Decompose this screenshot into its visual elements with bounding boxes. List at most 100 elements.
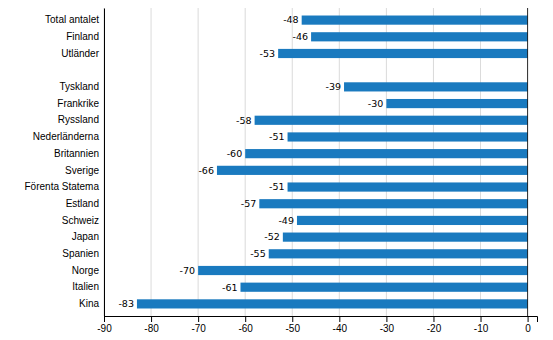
y-tick: Estland (66, 198, 99, 209)
x-tick-label: -80 (144, 323, 159, 334)
x-tick-label: -10 (474, 323, 489, 334)
x-tick-mark (151, 316, 152, 322)
x-tick-mark (292, 316, 293, 322)
x-tick-mark (245, 316, 246, 322)
bar (259, 199, 527, 208)
y-tick-label: Spanien (62, 248, 99, 259)
y-tick-label: Sverige (65, 165, 99, 176)
x-axis-line (105, 317, 538, 323)
x-tick-label: -30 (380, 323, 395, 334)
y-axis-line (104, 9, 105, 317)
y-tick: Norge (72, 265, 100, 276)
grid-line (527, 8, 528, 316)
bar (288, 132, 528, 141)
y-tick: Spanien (62, 248, 99, 259)
x-tick: 0 (525, 316, 531, 334)
bar (278, 49, 527, 58)
x-tick: -20 (427, 316, 442, 334)
grid-line (151, 8, 152, 316)
data-label: -61 (222, 282, 238, 293)
y-tick-label: Utländer (61, 48, 99, 59)
data-labels: -83-61-70-55-52-49-57-51-66-60-51-58-30-… (118, 14, 383, 309)
x-tick-mark (481, 316, 482, 322)
x-tick-mark (198, 316, 199, 322)
y-tick: Nederländerna (33, 131, 100, 142)
x-tick: -30 (380, 316, 395, 334)
x-tick-mark (528, 316, 529, 322)
data-label: -30 (368, 98, 384, 109)
bar (245, 149, 527, 158)
y-tick: Frankrike (57, 98, 99, 109)
data-label: -48 (283, 14, 299, 25)
y-tick: Japan (72, 231, 99, 242)
bar (217, 166, 528, 175)
y-tick-label: Britannien (54, 148, 99, 159)
data-label: -60 (227, 148, 243, 159)
y-tick: Italien (72, 281, 99, 292)
data-label: -51 (269, 181, 285, 192)
bar (297, 216, 528, 225)
bar (137, 299, 528, 308)
x-tick-mark (433, 316, 434, 322)
y-tick: Sverige (65, 165, 99, 176)
x-tick-mark (339, 316, 340, 322)
chart: -90 -80 -70 -60 -50 -40 -30 -20 -10 0 Kina Italien N… (0, 0, 553, 340)
x-tick-mark (386, 316, 387, 322)
y-tick: Total antalet (45, 14, 99, 25)
y-tick-label: Estland (66, 198, 99, 209)
data-label: -58 (236, 115, 252, 126)
data-label: -57 (241, 198, 257, 209)
x-axis: -90 -80 -70 -60 -50 -40 -30 -20 -10 0 (97, 316, 537, 334)
x-tick-label: -90 (97, 323, 112, 334)
x-tick: -80 (144, 316, 159, 334)
bar (198, 266, 527, 275)
y-tick-label: Finland (66, 31, 99, 42)
data-label: -70 (180, 265, 196, 276)
bar (386, 99, 527, 108)
y-tick-label: Total antalet (45, 14, 99, 25)
y-tick-label: Japan (72, 231, 99, 242)
x-tick: -70 (191, 316, 206, 334)
data-label: -46 (293, 31, 309, 42)
x-tick: -60 (238, 316, 253, 334)
y-tick: Kina (79, 298, 99, 309)
zero-line (527, 8, 528, 316)
bar (283, 233, 528, 242)
x-tick-label: -60 (238, 323, 253, 334)
bar (240, 283, 527, 292)
bar (311, 32, 528, 41)
y-tick-label: Ryssland (58, 114, 99, 125)
data-label: -39 (326, 81, 342, 92)
x-tick-mark (104, 316, 105, 322)
y-tick-label: Frankrike (57, 98, 99, 109)
bar (269, 249, 528, 258)
y-tick: Tyskland (60, 81, 99, 92)
grid-line (104, 8, 105, 316)
grid (104, 8, 528, 316)
x-tick-label: -50 (286, 323, 301, 334)
y-tick-label: Kina (79, 298, 99, 309)
data-label: -49 (278, 215, 294, 226)
bar (302, 16, 528, 25)
x-tick: -50 (286, 316, 301, 334)
y-tick-label: Italien (72, 281, 99, 292)
x-tick: -10 (474, 316, 489, 334)
bar (288, 182, 528, 191)
x-tick: -40 (333, 316, 348, 334)
x-tick-label: -40 (333, 323, 348, 334)
x-tick: -90 (97, 316, 112, 334)
y-tick: Schweiz (62, 215, 99, 226)
y-tick: Förenta Statema (25, 181, 100, 192)
x-tick-label: -70 (191, 323, 206, 334)
y-tick-label: Förenta Statema (25, 181, 100, 192)
y-tick: Britannien (54, 148, 99, 159)
y-tick: Finland (66, 31, 99, 42)
plot: -90 -80 -70 -60 -50 -40 -30 -20 -10 0 Kina Italien N… (25, 8, 538, 334)
bar (255, 116, 528, 125)
y-tick-label: Nederländerna (33, 131, 100, 142)
y-tick-label: Norge (72, 265, 100, 276)
y-tick-label: Tyskland (60, 81, 99, 92)
data-label: -66 (198, 165, 214, 176)
y-tick: Utländer (61, 48, 99, 59)
data-label: -53 (260, 48, 276, 59)
